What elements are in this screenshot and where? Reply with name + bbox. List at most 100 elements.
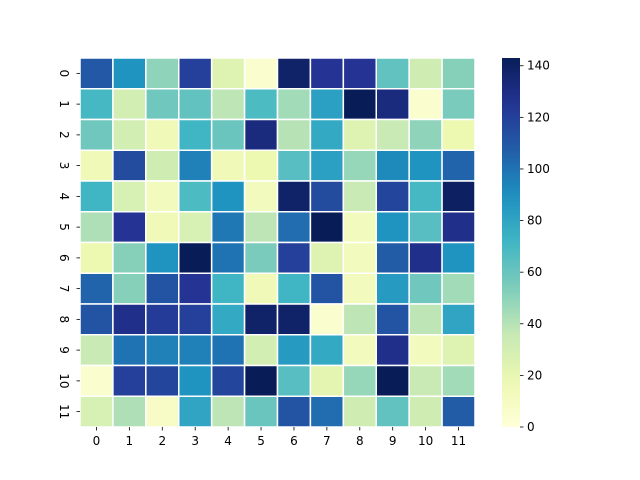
heatmap-cell <box>309 241 345 274</box>
heatmap-cell <box>342 334 378 367</box>
colorbar-tick-label: 120 <box>527 110 550 124</box>
heatmap-cell <box>342 364 378 397</box>
heatmap-cell <box>243 334 279 367</box>
heatmap-cell <box>79 364 114 397</box>
heatmap-cell <box>276 395 312 428</box>
heatmap-cell <box>342 395 378 428</box>
heatmap-cell <box>441 211 476 244</box>
heatmap-cell <box>375 334 410 367</box>
colorbar-tick-label: 140 <box>527 59 550 73</box>
heatmap-cell <box>112 180 147 213</box>
heatmap-cell <box>309 364 345 397</box>
x-tick-label: 0 <box>93 434 101 448</box>
heatmap-cell <box>309 118 345 151</box>
heatmap-cell <box>375 241 410 274</box>
heatmap-cell <box>276 211 312 244</box>
heatmap-cell <box>441 149 476 182</box>
heatmap-cell <box>342 241 378 274</box>
colorbar-axis: 0 20 40 60 80 100 120 140 <box>520 59 550 434</box>
colorbar-tick-label: 40 <box>527 317 542 331</box>
heatmap-cell <box>342 118 378 151</box>
heatmap-cell <box>243 180 279 213</box>
heatmap-cell <box>178 364 213 397</box>
heatmap-cell <box>112 303 147 336</box>
x-tick-label: 3 <box>191 434 199 448</box>
x-tick-label: 10 <box>418 434 433 448</box>
heatmap-cell <box>375 149 410 182</box>
heatmap-cell <box>243 364 279 397</box>
y-tick-label: 10 <box>57 373 71 388</box>
heatmap-cell <box>145 57 180 90</box>
heatmap-cell <box>309 149 345 182</box>
x-tick-label: 2 <box>158 434 166 448</box>
heatmap-cell <box>210 149 246 182</box>
heatmap-cell <box>375 118 410 151</box>
heatmap-cell <box>79 272 114 305</box>
y-tick-label: 11 <box>57 404 71 419</box>
heatmap-cell <box>309 303 345 336</box>
y-tick-label: 9 <box>57 346 71 354</box>
heatmap-cell <box>210 303 246 336</box>
heatmap-cell <box>178 303 213 336</box>
heatmap-cell <box>309 57 345 90</box>
heatmap-cell <box>243 88 279 121</box>
heatmap-cell <box>112 241 147 274</box>
heatmap-cell <box>79 334 114 367</box>
y-tick-label: 5 <box>57 223 71 231</box>
heatmap-cell <box>408 149 443 182</box>
heatmap-cell <box>375 57 410 90</box>
heatmap-cell <box>375 303 410 336</box>
heatmap-cell <box>441 303 476 336</box>
colorbar <box>502 58 520 427</box>
heatmap-cell <box>178 272 213 305</box>
heatmap-cell <box>408 57 443 90</box>
heatmap-cell <box>309 88 345 121</box>
heatmap-cell <box>112 57 147 90</box>
x-tick-label: 8 <box>356 434 364 448</box>
x-tick-label: 5 <box>257 434 265 448</box>
heatmap-cell <box>441 118 476 151</box>
heatmap-cell <box>276 88 312 121</box>
heatmap-cell <box>375 395 410 428</box>
heatmap-cell <box>309 395 345 428</box>
x-tick-label: 9 <box>389 434 397 448</box>
heatmap-cell <box>243 395 279 428</box>
heatmap-cell <box>79 241 114 274</box>
heatmap-cell <box>178 395 213 428</box>
x-tick-label: 7 <box>323 434 331 448</box>
heatmap-cell <box>112 118 147 151</box>
heatmap-cell <box>112 272 147 305</box>
heatmap-cell <box>276 334 312 367</box>
colorbar-tick-label: 100 <box>527 162 550 176</box>
x-tick-label: 6 <box>290 434 298 448</box>
colorbar-tick-label: 60 <box>527 265 542 279</box>
y-tick-label: 3 <box>57 162 71 170</box>
heatmap-cell <box>145 303 180 336</box>
heatmap-cell <box>243 211 279 244</box>
heatmap-cell <box>408 303 443 336</box>
heatmap-cell <box>441 334 476 367</box>
colorbar-tick-label: 80 <box>527 214 542 228</box>
heatmap-cell <box>309 334 345 367</box>
y-axis: 0 1 2 3 4 5 6 7 8 9 10 11 <box>57 70 80 419</box>
heatmap-cell <box>342 180 378 213</box>
heatmap-cell <box>408 364 443 397</box>
heatmap-cell <box>408 334 443 367</box>
heatmap-cell <box>178 57 213 90</box>
heatmap-cell <box>210 241 246 274</box>
heatmap-cell <box>441 88 476 121</box>
heatmap-cell <box>408 118 443 151</box>
heatmap-cell <box>145 149 180 182</box>
heatmap-cell <box>112 364 147 397</box>
x-tick-label: 1 <box>126 434 134 448</box>
heatmap-cells <box>79 57 476 428</box>
heatmap-cell <box>112 334 147 367</box>
y-tick-label: 7 <box>57 285 71 293</box>
heatmap-cell <box>342 303 378 336</box>
heatmap-cell <box>79 303 114 336</box>
heatmap-cell <box>112 211 147 244</box>
heatmap-cell <box>276 57 312 90</box>
heatmap-cell <box>441 364 476 397</box>
heatmap-cell <box>145 334 180 367</box>
heatmap-cell <box>79 118 114 151</box>
